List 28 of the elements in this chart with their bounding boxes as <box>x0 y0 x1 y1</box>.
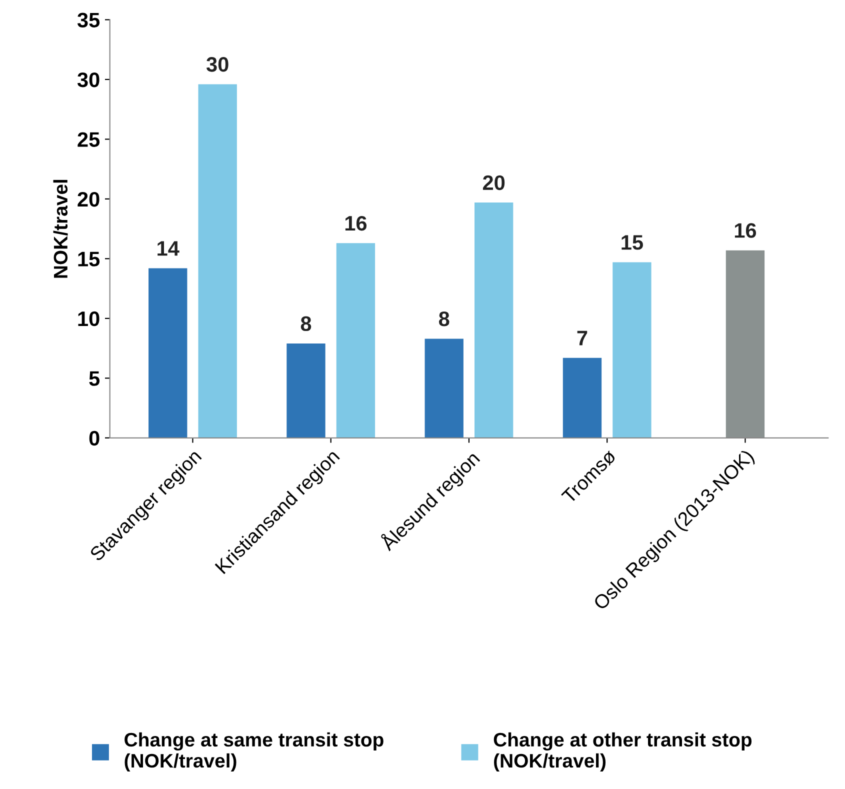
data-label: 8 <box>438 312 450 326</box>
data-label: 20 <box>482 175 505 190</box>
bar <box>424 338 464 438</box>
legend-label: Change at same transit stop (NOK/travel) <box>124 732 384 772</box>
legend-label: Change at other transit stop (NOK/travel) <box>494 732 752 772</box>
bar <box>336 243 376 438</box>
y-tick-label: 25 <box>78 132 100 147</box>
bar <box>198 84 237 438</box>
y-tick-label: 5 <box>89 371 100 386</box>
bar <box>286 344 326 438</box>
y-tick-label: 20 <box>78 192 100 207</box>
data-label: 8 <box>300 316 312 332</box>
bar <box>474 202 514 438</box>
data-label: 16 <box>734 223 756 238</box>
y-tick-label: 30 <box>77 72 100 88</box>
bar <box>562 358 602 438</box>
y-tick-label: 10 <box>78 311 100 326</box>
y-axis-title: NOK/travel <box>53 180 68 278</box>
y-tick-label: 15 <box>78 252 100 266</box>
y-tick-label: 35 <box>77 12 100 28</box>
data-label: 15 <box>622 235 643 250</box>
data-label: 30 <box>206 57 228 72</box>
bar <box>148 268 188 438</box>
data-label: 16 <box>345 216 367 231</box>
y-tick-label: 0 <box>89 430 100 446</box>
bar <box>612 262 652 438</box>
data-label: 7 <box>577 330 588 346</box>
data-label: 14 <box>158 241 180 256</box>
